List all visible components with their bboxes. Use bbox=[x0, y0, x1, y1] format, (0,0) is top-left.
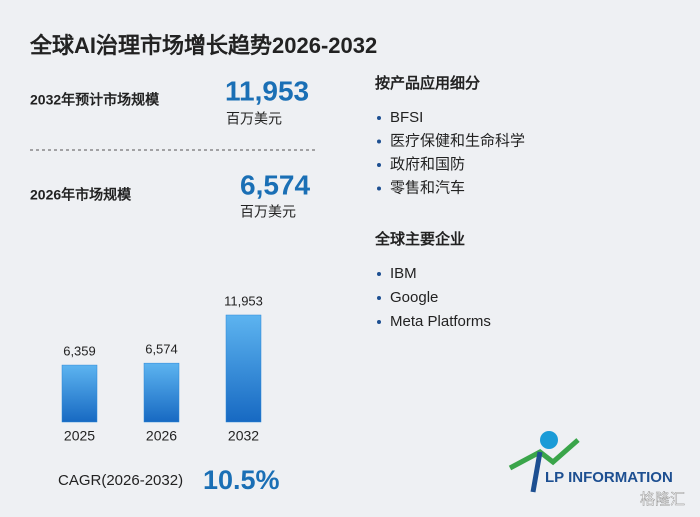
segments-title: 按产品应用细分 bbox=[375, 74, 480, 92]
x-tick-label: 2026 bbox=[146, 428, 177, 444]
list-item: Google bbox=[390, 289, 438, 306]
value-label: 6,574 bbox=[145, 342, 178, 357]
bar bbox=[225, 314, 262, 423]
watermark: 格隆汇 bbox=[640, 491, 685, 508]
stat-value: 6,574 bbox=[240, 169, 310, 200]
bullet bbox=[377, 296, 381, 300]
stat-unit: 百万美元 bbox=[240, 204, 296, 220]
bullet bbox=[377, 163, 381, 167]
bullet bbox=[377, 272, 381, 276]
logo: LP INFORMATION bbox=[508, 431, 673, 493]
list-item: IBM bbox=[390, 265, 417, 282]
stat-label: 2032年预计市场规模 bbox=[30, 92, 160, 108]
list-item: 医疗保健和生命科学 bbox=[390, 131, 525, 149]
companies-title: 全球主要企业 bbox=[374, 230, 465, 248]
stat-unit: 百万美元 bbox=[226, 111, 282, 127]
logo-text: LP INFORMATION bbox=[545, 469, 673, 486]
bullet bbox=[377, 186, 381, 191]
bar bbox=[143, 362, 180, 423]
bullet bbox=[377, 139, 381, 144]
stat-label: 2026年市场规模 bbox=[30, 187, 132, 203]
stat-value: 11,953 bbox=[225, 75, 309, 106]
list-item: BFSI bbox=[390, 109, 423, 126]
cagr-label: CAGR(2026-2032) bbox=[58, 472, 183, 489]
bullet bbox=[377, 320, 381, 324]
title: 全球AI治理市场增长趋势2026-2032 bbox=[29, 33, 377, 58]
list-item: 政府和国防 bbox=[390, 156, 465, 173]
value-label: 11,953 bbox=[224, 293, 263, 308]
x-tick-label: 2025 bbox=[64, 428, 95, 444]
value-label: 6,359 bbox=[63, 344, 96, 359]
list-item: 零售和汽车 bbox=[390, 179, 465, 196]
x-tick-label: 2032 bbox=[228, 428, 259, 444]
cagr-value: 10.5% bbox=[203, 465, 280, 495]
list-item: Meta Platforms bbox=[390, 313, 491, 330]
bar bbox=[61, 364, 98, 423]
bullet bbox=[377, 116, 381, 120]
